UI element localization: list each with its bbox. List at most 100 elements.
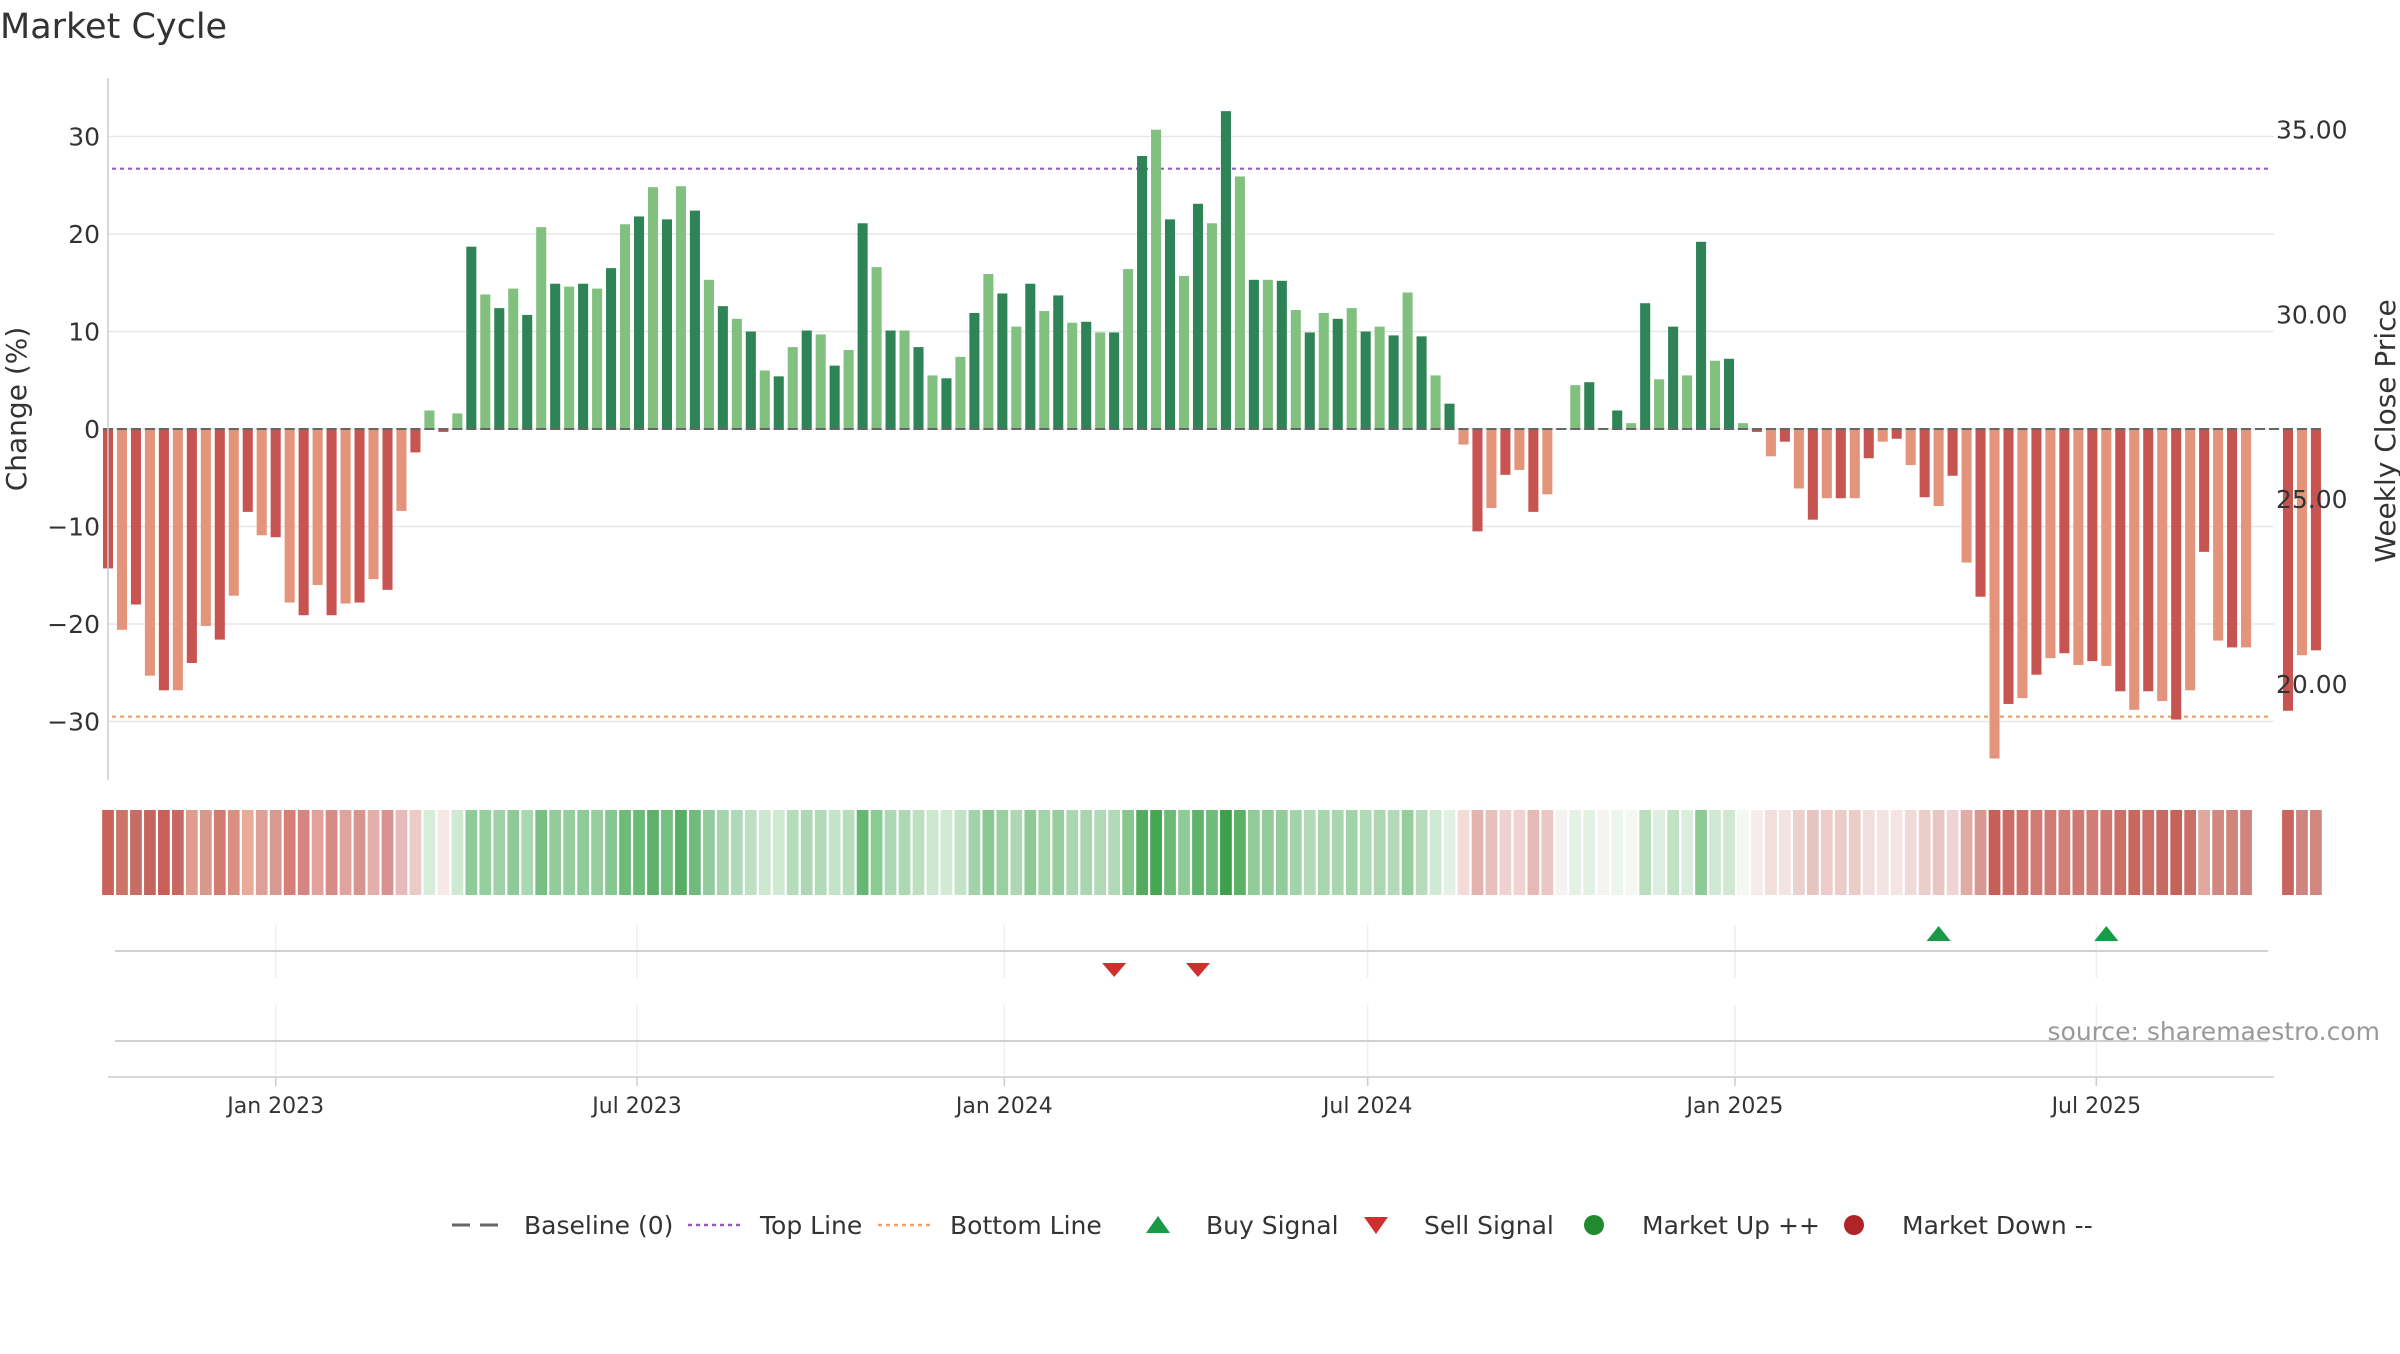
change-bar xyxy=(1178,275,1190,429)
cycle-band xyxy=(339,810,352,895)
change-bar xyxy=(1584,382,1595,429)
change-bar xyxy=(144,429,155,676)
x-axis: Jan 2023 Jul 2023 Jan 2024 Jul 2024 Jan 2025… xyxy=(108,1076,2274,1119)
change-bar xyxy=(2073,429,2084,665)
cycle-band xyxy=(1164,810,1176,895)
change-bar xyxy=(1430,375,1441,429)
cycle-band xyxy=(1066,810,1079,895)
cycle-band xyxy=(1974,810,1987,895)
change-bar xyxy=(2031,429,2042,675)
legend-item: Sell Signal xyxy=(1364,1211,1554,1240)
cycle-band xyxy=(744,810,757,895)
change-bar xyxy=(522,314,533,429)
cycle-band xyxy=(1387,810,1400,895)
change-bar xyxy=(1500,429,1511,475)
cycle-band xyxy=(1136,810,1148,895)
cycle-band xyxy=(507,810,520,895)
legend-item: Market Down -- xyxy=(1844,1211,2093,1240)
change-bar xyxy=(689,210,700,429)
change-bar xyxy=(452,413,463,429)
cycle-band xyxy=(1499,810,1512,895)
change-bar xyxy=(1654,379,1665,429)
cycle-band xyxy=(1555,810,1568,895)
change-bar xyxy=(1276,280,1287,429)
cycle-band xyxy=(1401,810,1414,895)
legend-item: Baseline (0) xyxy=(452,1211,673,1240)
change-bar xyxy=(1109,332,1120,429)
y-axis-label: Change (%) xyxy=(0,327,33,492)
change-bar xyxy=(1402,292,1413,429)
cycle-band xyxy=(675,810,687,895)
cycle-band xyxy=(493,810,506,895)
cycle-band xyxy=(828,810,841,895)
change-bar xyxy=(1095,332,1106,429)
change-bar xyxy=(913,347,924,429)
cycle-band xyxy=(1820,810,1833,895)
change-bar xyxy=(564,286,575,429)
change-bar xyxy=(2045,429,2056,659)
change-bar xyxy=(592,288,603,429)
change-bar xyxy=(1220,111,1231,430)
cycle-band xyxy=(1527,810,1540,895)
change-bar xyxy=(410,429,421,453)
cycle-band xyxy=(2198,810,2210,895)
cycle-band xyxy=(954,810,967,895)
change-bar xyxy=(885,330,896,429)
cycle-band xyxy=(1080,810,1093,895)
cycle-band xyxy=(1275,810,1288,895)
change-bar xyxy=(1137,156,1148,429)
cycle-band xyxy=(521,810,534,895)
change-bar xyxy=(466,246,477,429)
change-bar xyxy=(829,365,840,429)
cycle-band xyxy=(269,810,282,895)
change-bar xyxy=(1793,429,1804,489)
cycle-strip xyxy=(102,810,2322,895)
cycle-band xyxy=(814,810,827,895)
cycle-band xyxy=(423,810,436,895)
cycle-band xyxy=(1317,810,1330,895)
change-bar xyxy=(899,330,910,429)
change-bar xyxy=(675,186,686,429)
change-bar xyxy=(1416,336,1427,429)
change-bar xyxy=(773,376,784,429)
change-bar xyxy=(2157,429,2168,702)
change-bar xyxy=(2101,429,2112,666)
change-bar xyxy=(214,429,225,640)
cycle-band xyxy=(1010,810,1023,895)
change-bar xyxy=(2296,429,2307,656)
change-bar xyxy=(1192,203,1204,429)
cycle-band xyxy=(1932,810,1945,895)
cycle-band xyxy=(409,810,422,895)
cycle-band xyxy=(1303,810,1316,895)
cycle-band xyxy=(144,810,156,895)
cycle-band xyxy=(353,810,366,895)
change-bar xyxy=(871,267,882,429)
legend-label: Bottom Line xyxy=(950,1211,1102,1240)
legend-item: Top Line xyxy=(688,1211,862,1240)
change-bar xyxy=(1262,279,1273,429)
change-bar xyxy=(2213,429,2224,641)
cycle-band xyxy=(451,810,464,895)
cycle-band xyxy=(395,810,408,895)
change-bar xyxy=(242,429,253,512)
change-bar xyxy=(1835,429,1846,499)
change-bar xyxy=(312,429,323,585)
change-bar xyxy=(1458,429,1469,445)
cycle-band xyxy=(1597,810,1610,895)
change-bar xyxy=(1863,429,1874,459)
change-bar xyxy=(1151,129,1162,430)
cycle-band xyxy=(1737,810,1749,895)
cycle-band xyxy=(1359,810,1372,895)
cycle-band xyxy=(647,810,659,895)
change-bar xyxy=(186,429,197,663)
cycle-band xyxy=(102,810,114,895)
change-bar xyxy=(1514,429,1525,470)
change-bar xyxy=(2087,429,2098,662)
cycle-band xyxy=(1457,810,1470,895)
legend-label: Buy Signal xyxy=(1206,1211,1339,1240)
cycle-band xyxy=(158,810,170,895)
cycle-band xyxy=(1667,810,1679,895)
cycle-band xyxy=(465,810,478,895)
